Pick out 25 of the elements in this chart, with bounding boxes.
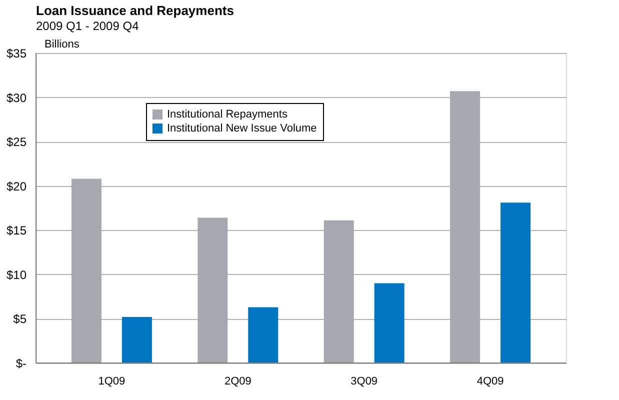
bar <box>71 178 102 363</box>
legend-label: Institutional Repayments <box>167 108 288 120</box>
legend-label: Institutional New Issue Volume <box>167 122 317 134</box>
bar <box>500 202 531 363</box>
bar <box>450 91 480 363</box>
bar <box>122 316 152 363</box>
y-axis-title: Billions <box>44 38 80 50</box>
x-tick-label: 2Q09 <box>224 376 252 388</box>
y-tick-label: $30 <box>6 90 27 105</box>
chart-subtitle: 2009 Q1 - 2009 Q4 <box>36 19 140 33</box>
x-tick-label: 4Q09 <box>476 376 504 388</box>
y-tick-label: $15 <box>6 224 27 238</box>
y-tick-label: $5 <box>13 312 27 326</box>
y-tick-label: $- <box>16 356 26 370</box>
y-tick-label: $35 <box>6 46 27 60</box>
bar <box>374 283 404 363</box>
y-tick-label: $25 <box>6 135 27 150</box>
y-tick-label: $20 <box>6 179 27 194</box>
bar <box>324 220 354 363</box>
x-tick-label: 1Q09 <box>98 376 126 388</box>
chart-title: Loan Issuance and Repayments <box>36 3 234 18</box>
bar <box>198 218 228 363</box>
bar <box>248 307 278 363</box>
y-tick-label: $10 <box>6 268 27 282</box>
x-tick-label: 3Q09 <box>350 376 378 388</box>
